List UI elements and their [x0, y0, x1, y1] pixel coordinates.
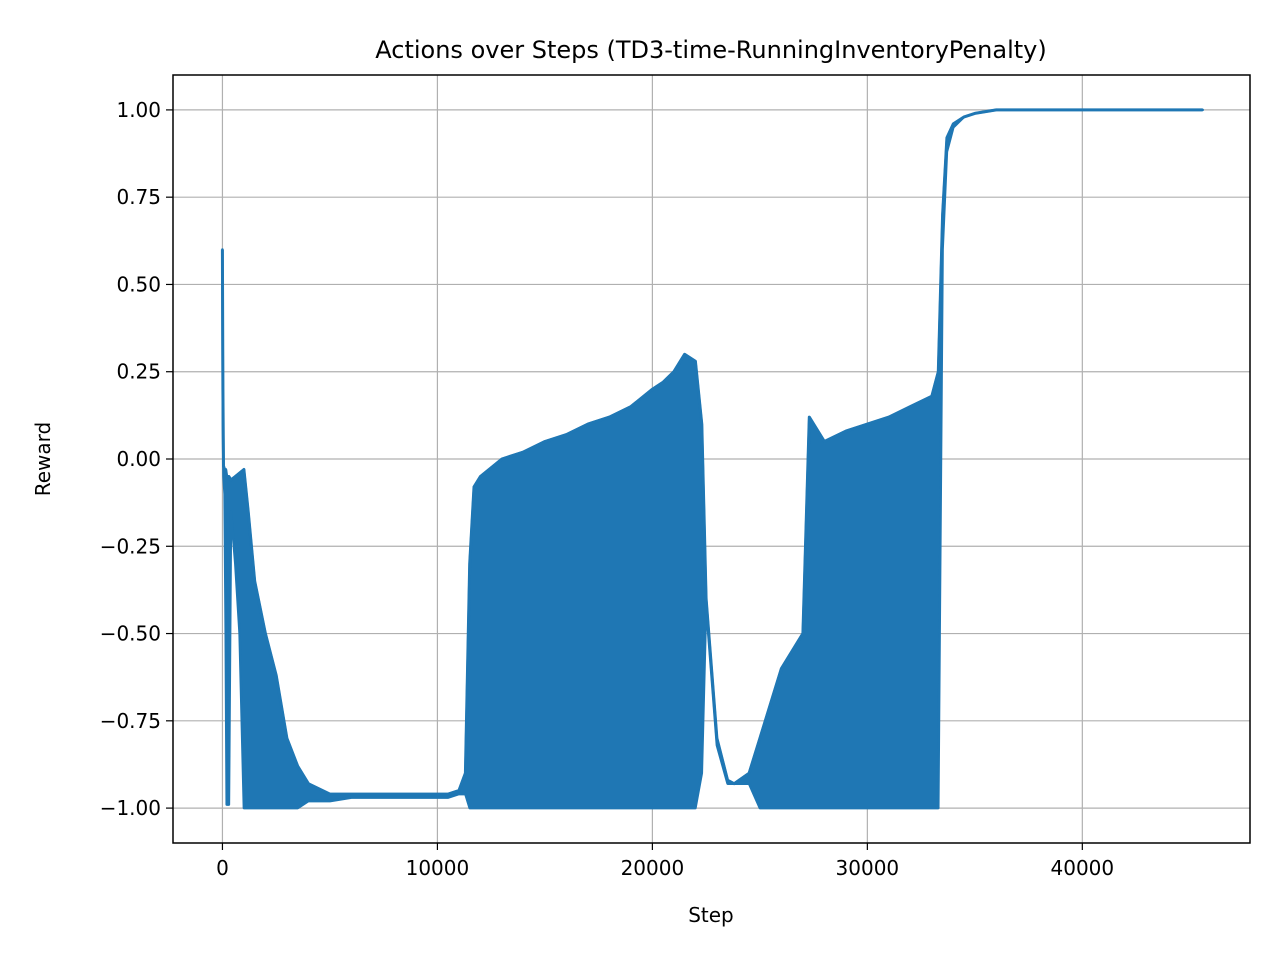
y-tick-label: 0.50	[116, 272, 161, 296]
series-line	[220, 108, 1203, 796]
y-tick-label: −0.25	[100, 534, 161, 558]
x-tick-label: 10000	[406, 856, 470, 880]
chart-title: Actions over Steps (TD3-time-RunningInve…	[375, 36, 1046, 64]
x-tick-label: 30000	[836, 856, 900, 880]
y-tick-label: 0.75	[116, 185, 161, 209]
x-axis-label: Step	[688, 903, 734, 927]
y-tick-label: −0.75	[100, 709, 161, 733]
y-tick-label: 1.00	[116, 98, 161, 122]
y-tick-label: −0.50	[100, 622, 161, 646]
y-tick-label: −1.00	[100, 796, 161, 820]
y-axis-label: Reward	[31, 422, 55, 496]
plot-data	[220, 108, 1204, 810]
y-tick-label: 0.25	[116, 360, 161, 384]
x-tick-label: 20000	[621, 856, 685, 880]
y-tick-label: 0.00	[116, 447, 161, 471]
x-tick-label: 0	[216, 856, 229, 880]
ticks: 0 10000 20000 30000 40000 −1.00 −0.75 −0.50 −0.2…	[100, 98, 1114, 880]
x-tick-label: 40000	[1051, 856, 1115, 880]
